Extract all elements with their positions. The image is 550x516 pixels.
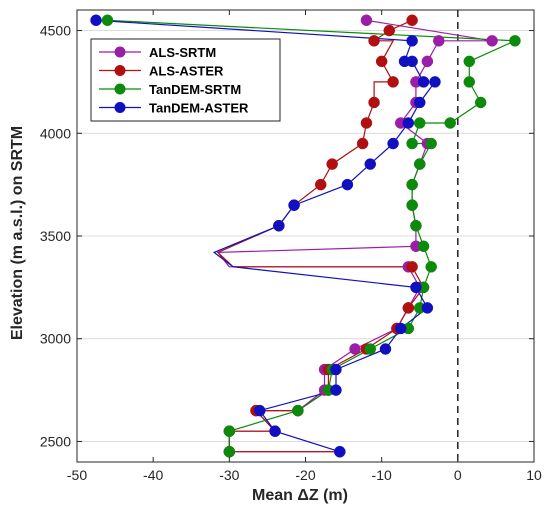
- legend-swatch-marker: [114, 83, 126, 95]
- data-point: [421, 55, 434, 68]
- data-point: [417, 76, 430, 88]
- data-point: [410, 281, 422, 294]
- data-point: [417, 240, 430, 253]
- data-point: [364, 158, 376, 170]
- y-tick-label: 3000: [40, 331, 71, 347]
- data-point: [509, 35, 521, 47]
- data-point: [387, 76, 399, 88]
- data-point: [356, 137, 369, 150]
- legend: ALS-SRTM ALS-ASTER TanDEM-SRTM TanDEM-ASTER: [90, 38, 281, 122]
- data-point: [334, 445, 346, 458]
- data-point: [90, 14, 102, 27]
- x-tick-label: -40: [143, 467, 163, 483]
- y-tick-label: 4000: [40, 125, 71, 141]
- x-tick-label: -30: [219, 467, 239, 483]
- data-point: [433, 35, 445, 47]
- data-point: [394, 322, 407, 335]
- x-tick-label: 0: [454, 467, 462, 483]
- data-point: [349, 343, 361, 355]
- data-point: [429, 76, 441, 88]
- legend-swatch-marker: [114, 65, 126, 76]
- data-point: [368, 96, 380, 109]
- data-point: [474, 96, 487, 109]
- x-tick-label: -20: [295, 467, 315, 483]
- data-point: [223, 445, 236, 458]
- data-point: [379, 343, 392, 355]
- data-point: [406, 178, 418, 191]
- data-point: [273, 219, 285, 232]
- data-point: [410, 219, 422, 232]
- x-tick-label: 10: [526, 467, 542, 483]
- data-point: [444, 117, 456, 129]
- data-point: [383, 24, 396, 37]
- data-point: [292, 404, 304, 417]
- x-tick-label: -50: [67, 467, 87, 483]
- data-point: [364, 343, 376, 355]
- data-point: [406, 199, 418, 211]
- legend-swatch-marker: [114, 46, 126, 58]
- plot-area: [77, 10, 534, 462]
- data-point: [486, 35, 498, 47]
- legend-label: ALS-SRTM: [149, 45, 216, 60]
- data-point: [387, 137, 399, 150]
- data-point: [341, 178, 354, 191]
- data-point: [421, 302, 434, 314]
- data-point: [360, 14, 373, 27]
- y-tick-label: 2500: [40, 433, 71, 449]
- data-point: [425, 137, 437, 150]
- data-point: [223, 425, 236, 437]
- series-line-2: [216, 19, 425, 453]
- data-point: [406, 14, 418, 27]
- data-point: [269, 425, 281, 437]
- data-point: [330, 363, 342, 376]
- data-point: [375, 55, 388, 68]
- y-tick-label: 4500: [40, 23, 71, 39]
- data-point: [288, 199, 300, 211]
- x-axis-title: Mean ΔZ (m): [252, 487, 348, 504]
- x-tick-label: -10: [372, 467, 392, 483]
- legend-swatch-marker: [114, 102, 126, 113]
- data-point: [406, 35, 418, 47]
- data-point: [414, 96, 426, 109]
- legend-label: ALS-ASTER: [149, 64, 224, 79]
- data-point: [414, 158, 426, 170]
- data-point: [425, 261, 437, 273]
- data-point: [402, 117, 415, 129]
- data-point: [406, 137, 418, 150]
- legend-label: TanDEM-SRTM: [149, 82, 241, 97]
- data-point: [368, 35, 380, 47]
- y-axis-title: Elevation (m a.s.l.) on SRTM: [9, 126, 26, 340]
- data-point: [360, 117, 373, 129]
- y-tick-label: 3500: [40, 228, 71, 244]
- data-point: [254, 404, 266, 417]
- data-point: [101, 14, 114, 27]
- data-point: [463, 55, 476, 68]
- data-point: [314, 178, 327, 191]
- data-point: [398, 55, 411, 68]
- axes: -50 -40 -30 -20 -10 0 10 2500 3000 3500 4000 4500: [40, 9, 542, 483]
- data-point: [463, 76, 476, 88]
- data-point: [326, 158, 338, 170]
- legend-label: TanDEM-ASTER: [149, 101, 249, 116]
- data-point: [330, 384, 342, 396]
- data-point: [402, 302, 415, 314]
- data-point: [406, 261, 418, 273]
- data-point: [414, 117, 426, 129]
